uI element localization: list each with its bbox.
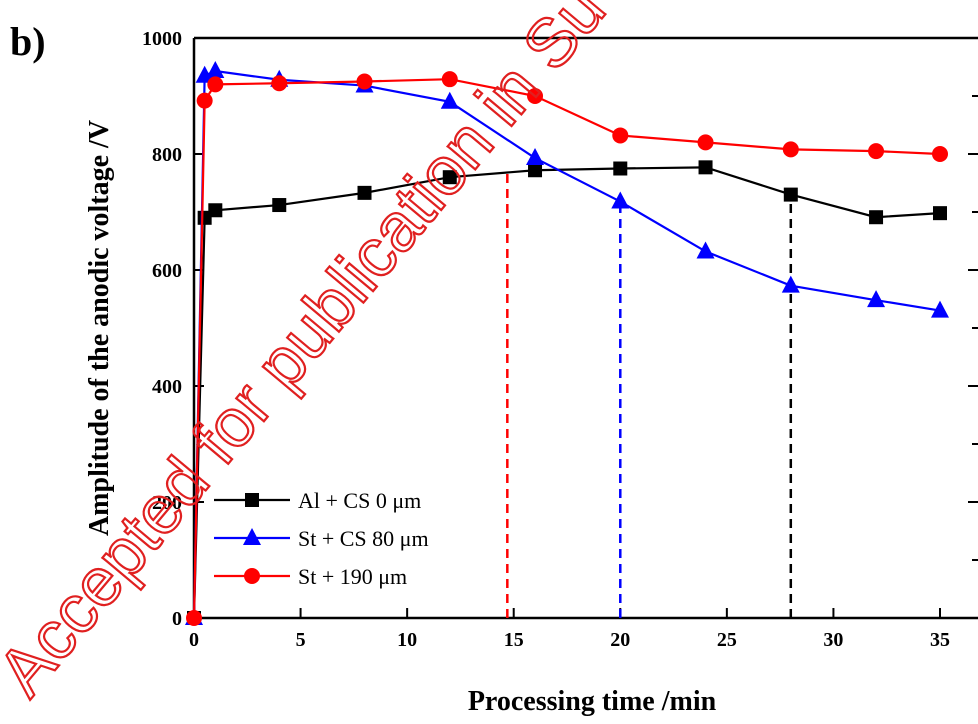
data-point-triangle	[611, 191, 630, 209]
x-tick-label: 25	[717, 629, 737, 651]
legend-label: St + CS 80 μm	[298, 526, 429, 551]
data-point-square	[357, 185, 372, 200]
data-point-triangle	[867, 290, 886, 308]
data-point-circle	[244, 568, 260, 584]
data-point-triangle	[243, 528, 261, 545]
data-point-triangle	[195, 65, 214, 83]
series-group	[185, 61, 949, 626]
data-point-circle	[612, 127, 629, 144]
y-tick-label: 600	[152, 260, 182, 282]
x-tick-label: 30	[823, 629, 843, 651]
x-tick-label: 20	[610, 629, 630, 651]
data-point-triangle	[526, 148, 545, 166]
data-point-square	[783, 187, 798, 202]
x-tick-label: 0	[189, 629, 199, 651]
data-point-triangle	[440, 91, 459, 109]
plot-area: 0 5 10 15 20 25 30 35 0 200 400 600 800 1000	[142, 28, 978, 651]
data-point-square	[869, 210, 884, 225]
data-point-square	[698, 160, 713, 175]
y-axis-ticks: 0 200 400 600 800 1000	[142, 28, 204, 630]
data-point-square	[933, 206, 947, 221]
data-point-circle	[527, 88, 544, 104]
data-point-circle	[441, 71, 458, 88]
legend-item: St + CS 80 μm	[214, 526, 429, 551]
y-tick-label: 0	[172, 608, 182, 630]
legend-label: Al + CS 0 μm	[298, 488, 421, 513]
legend-item: St + 190 μm	[214, 564, 407, 589]
x-tick-label: 35	[930, 629, 950, 651]
x-axis-ticks: 0 5 10 15 20 25 30 35	[189, 608, 950, 651]
x-tick-label: 5	[296, 629, 306, 651]
data-point-circle	[271, 75, 288, 92]
data-point-circle	[196, 92, 213, 109]
data-point-square	[208, 203, 223, 218]
y-tick-label: 1000	[142, 28, 182, 50]
data-point-circle	[207, 76, 224, 93]
data-point-triangle	[206, 61, 225, 79]
reference-lines	[506, 171, 793, 618]
y-tick-label: 400	[152, 376, 182, 398]
y-axis-title: Amplitude of the anodic voltage /V	[84, 120, 115, 536]
data-point-circle	[356, 73, 373, 90]
y-tick-label: 800	[152, 144, 182, 166]
data-point-square	[272, 198, 287, 213]
series-2	[186, 71, 948, 626]
panel-label: b)	[10, 19, 46, 64]
x-axis-title: Processing time /min	[468, 686, 717, 717]
data-point-circle	[186, 610, 202, 626]
x-tick-label: 15	[504, 629, 524, 651]
data-point-circle	[932, 146, 948, 162]
legend-item: Al + CS 0 μm	[214, 488, 421, 513]
data-point-square	[442, 170, 457, 185]
data-point-circle	[697, 134, 714, 151]
data-point-triangle	[931, 300, 949, 318]
data-point-square	[613, 161, 628, 176]
legend: Al + CS 0 μm St + CS 80 μm St + 190 μm	[214, 488, 429, 589]
data-point-triangle	[781, 275, 800, 293]
y-tick-label: 200	[152, 492, 182, 514]
x-tick-label: 10	[397, 629, 417, 651]
right-axis-ticks	[968, 95, 978, 561]
data-point-circle	[868, 143, 885, 160]
data-point-triangle	[696, 241, 715, 259]
data-point-square	[528, 163, 543, 178]
data-point-square	[245, 493, 259, 507]
legend-label: St + 190 μm	[298, 564, 407, 589]
data-point-circle	[782, 141, 799, 158]
